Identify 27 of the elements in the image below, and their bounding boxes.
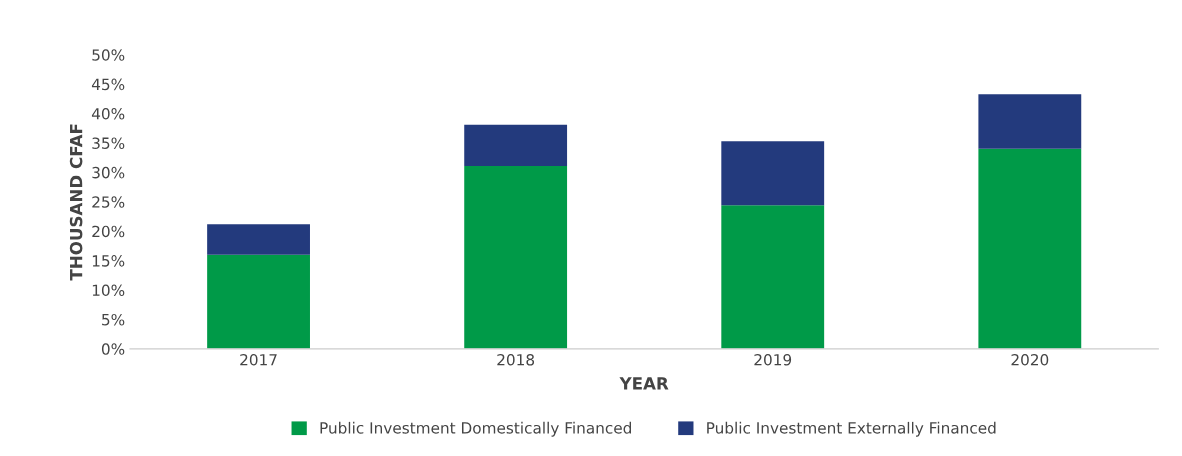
y-axis-title: THOUSAND CFAF (69, 124, 83, 281)
bar (721, 205, 825, 349)
bar (464, 124, 568, 166)
legend-label: Public Investment Externally Financed (707, 421, 996, 437)
x-tick-label: 2018 (497, 353, 535, 366)
bar (978, 148, 1082, 349)
y-tick-label: 15% (92, 255, 125, 267)
y-tick-label: 50% (92, 49, 125, 61)
y-tick-label: 25% (92, 196, 125, 208)
bar (207, 224, 310, 255)
y-tick-label: 45% (91, 78, 125, 91)
y-tick-label: 20% (92, 225, 125, 238)
y-tick-label: 5% (102, 313, 125, 326)
x-tick-label: 2017 (240, 353, 277, 366)
bar (207, 254, 310, 349)
y-tick-label: 30% (92, 166, 125, 179)
bar (978, 94, 1082, 149)
y-tick-label: 35% (92, 137, 125, 149)
legend-label: Public Investment Domestically Financed (320, 421, 631, 437)
x-tick-label: 2019 (754, 353, 792, 366)
x-tick-label: 2020 (1011, 353, 1049, 366)
bar (464, 165, 568, 349)
y-tick-label: 0% (101, 343, 125, 355)
y-tick-label: 10% (92, 284, 125, 297)
x-axis-title: YEAR (619, 377, 669, 390)
bar (721, 141, 825, 206)
y-tick-label: 40% (91, 108, 125, 120)
